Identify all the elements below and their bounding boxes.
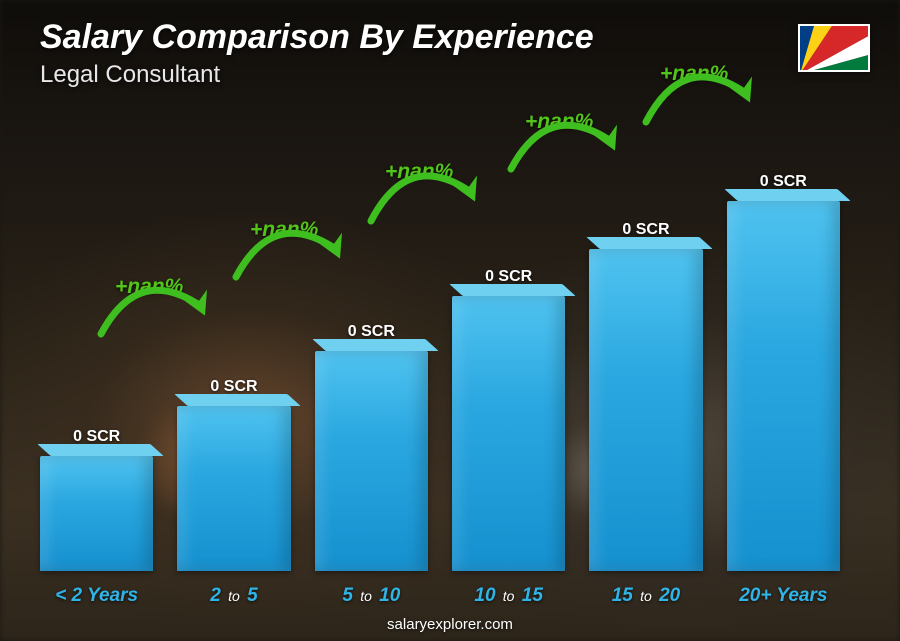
chart-title: Salary Comparison By Experience bbox=[40, 18, 860, 57]
country-flag-icon bbox=[798, 24, 870, 72]
bar-column: 0 SCR bbox=[727, 173, 840, 571]
chart-subtitle: Legal Consultant bbox=[40, 61, 860, 89]
bar-column: 0 SCR bbox=[452, 268, 565, 571]
bar bbox=[315, 351, 428, 571]
bar-chart: 0 SCR0 SCR0 SCR0 SCR0 SCR0 SCR bbox=[40, 120, 840, 571]
bar-column: 0 SCR bbox=[315, 323, 428, 571]
bar-top-face bbox=[312, 339, 439, 351]
header: Salary Comparison By Experience Legal Co… bbox=[40, 18, 860, 89]
bar bbox=[589, 249, 702, 571]
x-axis-label: < 2 Years bbox=[40, 585, 153, 607]
bar-top-face bbox=[587, 237, 714, 249]
bar bbox=[727, 201, 840, 571]
bar-column: 0 SCR bbox=[589, 221, 702, 571]
bar-top-face bbox=[37, 444, 164, 456]
bar-top-face bbox=[175, 394, 302, 406]
footer-source: salaryexplorer.com bbox=[0, 616, 900, 633]
bar bbox=[177, 406, 290, 571]
x-axis-label: 2 to 5 bbox=[177, 585, 290, 607]
bar bbox=[40, 456, 153, 571]
x-axis-label: 5 to 10 bbox=[315, 585, 428, 607]
bar-top-face bbox=[449, 284, 576, 296]
x-axis-label: 20+ Years bbox=[727, 585, 840, 607]
bar-column: 0 SCR bbox=[177, 378, 290, 571]
bar bbox=[452, 296, 565, 571]
bar-column: 0 SCR bbox=[40, 428, 153, 571]
bar-top-face bbox=[724, 189, 851, 201]
x-axis-label: 10 to 15 bbox=[452, 585, 565, 607]
x-axis: < 2 Years 2 to 5 5 to 10 10 to 15 15 to 20 20… bbox=[40, 585, 840, 607]
x-axis-label: 15 to 20 bbox=[589, 585, 702, 607]
